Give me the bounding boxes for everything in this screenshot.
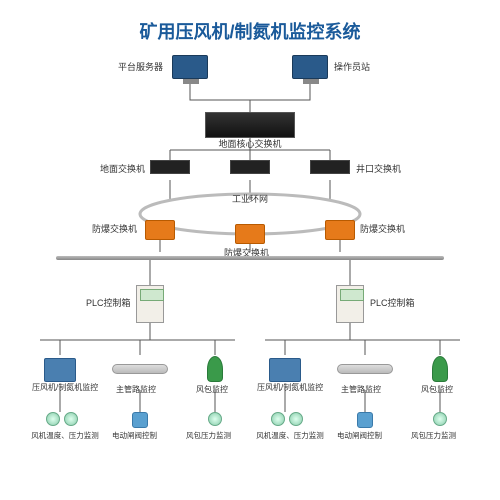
sensor-4-icon (433, 412, 447, 426)
expl-switch-3-label: 防爆交换机 (360, 222, 405, 235)
sensor-3-label: 风机温度、压力监测 (245, 430, 335, 441)
sensor-3b-icon (289, 412, 303, 426)
pipeline-r-label: 主管路监控 (341, 384, 381, 395)
airbag-r-label: 风包监控 (421, 384, 453, 395)
station-label: 操作员站 (334, 60, 370, 73)
pipeline-l-icon (112, 364, 168, 374)
core-switch-icon (230, 160, 270, 174)
pipeline-l-label: 主管路监控 (116, 384, 156, 395)
core-switch-label: 地面核心交换机 (214, 140, 286, 149)
compressor-l-label: 压风机/制氮机监控 (32, 384, 90, 393)
valve-2-label: 电动闸阀控制 (337, 430, 382, 441)
expl-switch-2-icon (235, 224, 265, 244)
ring-label: 工业环网 (232, 192, 268, 205)
valve-1-icon (132, 412, 148, 428)
airbag-l-label: 风包监控 (196, 384, 228, 395)
sensor-1b-icon (64, 412, 78, 426)
server-icon (172, 55, 208, 79)
sensor-2-icon (208, 412, 222, 426)
plc-right-label: PLC控制箱 (370, 296, 415, 309)
airbag-r-icon (432, 356, 448, 382)
ground-switch-icon (150, 160, 190, 174)
sensor-2-label: 风包压力监测 (186, 430, 231, 441)
pipeline-r-icon (337, 364, 393, 374)
valve-1-label: 电动闸阀控制 (112, 430, 157, 441)
well-switch-icon (310, 160, 350, 174)
core-rack-icon (205, 112, 295, 138)
valve-2-icon (357, 412, 373, 428)
compressor-r-label: 压风机/制氮机监控 (257, 384, 315, 393)
server-label: 平台服务器 (118, 60, 163, 73)
sensor-1-label: 风机温度、压力监测 (20, 430, 110, 441)
diagram-title: 矿用压风机/制氮机监控系统 (0, 18, 500, 44)
sensor-3-icon (271, 412, 285, 426)
airbag-l-icon (207, 356, 223, 382)
well-switch-label: 井口交换机 (356, 162, 401, 175)
plc-right-icon (336, 285, 364, 323)
ground-switch-label: 地面交换机 (100, 162, 145, 175)
station-icon (292, 55, 328, 79)
compressor-l-icon (44, 358, 76, 382)
expl-switch-1-label: 防爆交换机 (92, 222, 137, 235)
expl-switch-1-icon (145, 220, 175, 240)
sensor-4-label: 风包压力监测 (411, 430, 456, 441)
expl-switch-3-icon (325, 220, 355, 240)
plc-left-icon (136, 285, 164, 323)
plc-left-label: PLC控制箱 (86, 296, 131, 309)
sensor-1-icon (46, 412, 60, 426)
distribution-bar (56, 256, 444, 260)
compressor-r-icon (269, 358, 301, 382)
